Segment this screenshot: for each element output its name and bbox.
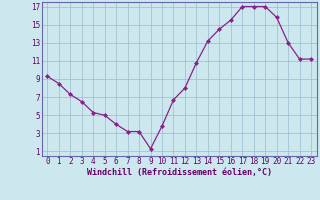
- X-axis label: Windchill (Refroidissement éolien,°C): Windchill (Refroidissement éolien,°C): [87, 168, 272, 177]
